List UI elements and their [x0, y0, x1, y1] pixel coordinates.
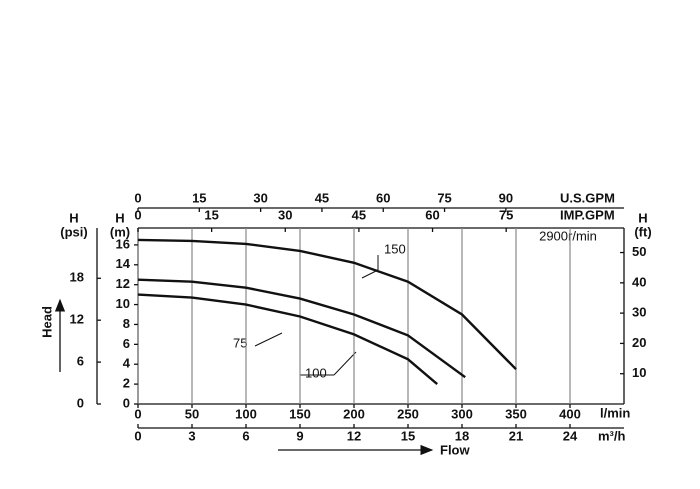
curve-label: 150 — [384, 241, 406, 256]
x-tick-label: 15 — [204, 207, 218, 222]
curve — [137, 238, 517, 371]
x-tick-label: 9 — [296, 428, 303, 443]
x-tick-label: 45 — [352, 207, 366, 222]
speed-label: 2900r/min — [539, 228, 597, 243]
x-tick-label: 3 — [188, 428, 195, 443]
y-tick-label: 12 — [116, 276, 130, 291]
y-m-title: H — [115, 210, 124, 225]
y-tick-label: 6 — [77, 354, 84, 369]
x-tick-label: 30 — [278, 207, 292, 222]
x-tick-label: 15 — [192, 190, 206, 205]
x-tick-label: 18 — [455, 428, 469, 443]
leader-line — [254, 332, 283, 347]
leader-line — [333, 351, 357, 376]
y-tick-label: 16 — [116, 236, 130, 251]
x-tick-label: 45 — [315, 190, 329, 205]
x-tick-label: 60 — [376, 190, 390, 205]
curve-label: 100 — [305, 365, 327, 380]
y-tick-label: 8 — [123, 316, 130, 331]
x-tick-label: 24 — [563, 428, 578, 443]
head-label: Head — [39, 306, 54, 338]
x-usgpm-unit: U.S.GPM — [560, 190, 615, 205]
curve — [137, 293, 438, 386]
x-tick-label: 90 — [499, 190, 513, 205]
y-tick-label: 14 — [116, 256, 131, 271]
x-tick-label: 200 — [343, 406, 365, 421]
x-tick-label: 50 — [185, 406, 199, 421]
x-tick-label: 15 — [401, 428, 415, 443]
x-tick-label: 100 — [235, 406, 257, 421]
x-tick-label: 30 — [253, 190, 267, 205]
y-tick-label: 0 — [123, 395, 130, 410]
y-tick-label: 12 — [70, 312, 84, 327]
y-psi-title: (psi) — [60, 224, 87, 239]
y-m-title: (m) — [110, 224, 130, 239]
x-tick-label: 12 — [347, 428, 361, 443]
curve — [137, 278, 466, 379]
y-tick-label: 2 — [123, 376, 130, 391]
x-tick-label: 350 — [505, 406, 527, 421]
y-tick-label: 18 — [70, 270, 84, 285]
x-m3h-unit: m³/h — [598, 428, 626, 443]
x-tick-label: 0 — [134, 207, 141, 222]
x-tick-label: 0 — [134, 406, 141, 421]
y-tick-label: 6 — [123, 336, 130, 351]
y-tick-label: 10 — [116, 296, 130, 311]
y-tick-label: 20 — [632, 335, 646, 350]
x-tick-label: 400 — [559, 406, 581, 421]
flow-label: Flow — [440, 442, 470, 457]
x-tick-label: 150 — [289, 406, 311, 421]
y-ft-title: (ft) — [634, 224, 651, 239]
x-unit: l/min — [600, 405, 630, 420]
x-tick-label: 0 — [134, 428, 141, 443]
x-tick-label: 75 — [499, 207, 513, 222]
y-psi-title: H — [69, 210, 78, 225]
x-tick-label: 6 — [242, 428, 249, 443]
y-tick-label: 30 — [632, 305, 646, 320]
x-impgpm-unit: IMP.GPM — [560, 207, 615, 222]
x-tick-label: 21 — [509, 428, 523, 443]
curve-label: 75 — [233, 335, 247, 350]
x-tick-label: 250 — [397, 406, 419, 421]
x-tick-label: 60 — [425, 207, 439, 222]
y-tick-label: 10 — [632, 365, 646, 380]
y-tick-label: 50 — [632, 244, 646, 259]
y-ft-title: H — [638, 210, 647, 225]
y-tick-label: 40 — [632, 274, 646, 289]
x-tick-label: 0 — [134, 190, 141, 205]
x-tick-label: 75 — [437, 190, 451, 205]
y-tick-label: 0 — [77, 395, 84, 410]
y-tick-label: 4 — [123, 356, 131, 371]
x-tick-label: 300 — [451, 406, 473, 421]
